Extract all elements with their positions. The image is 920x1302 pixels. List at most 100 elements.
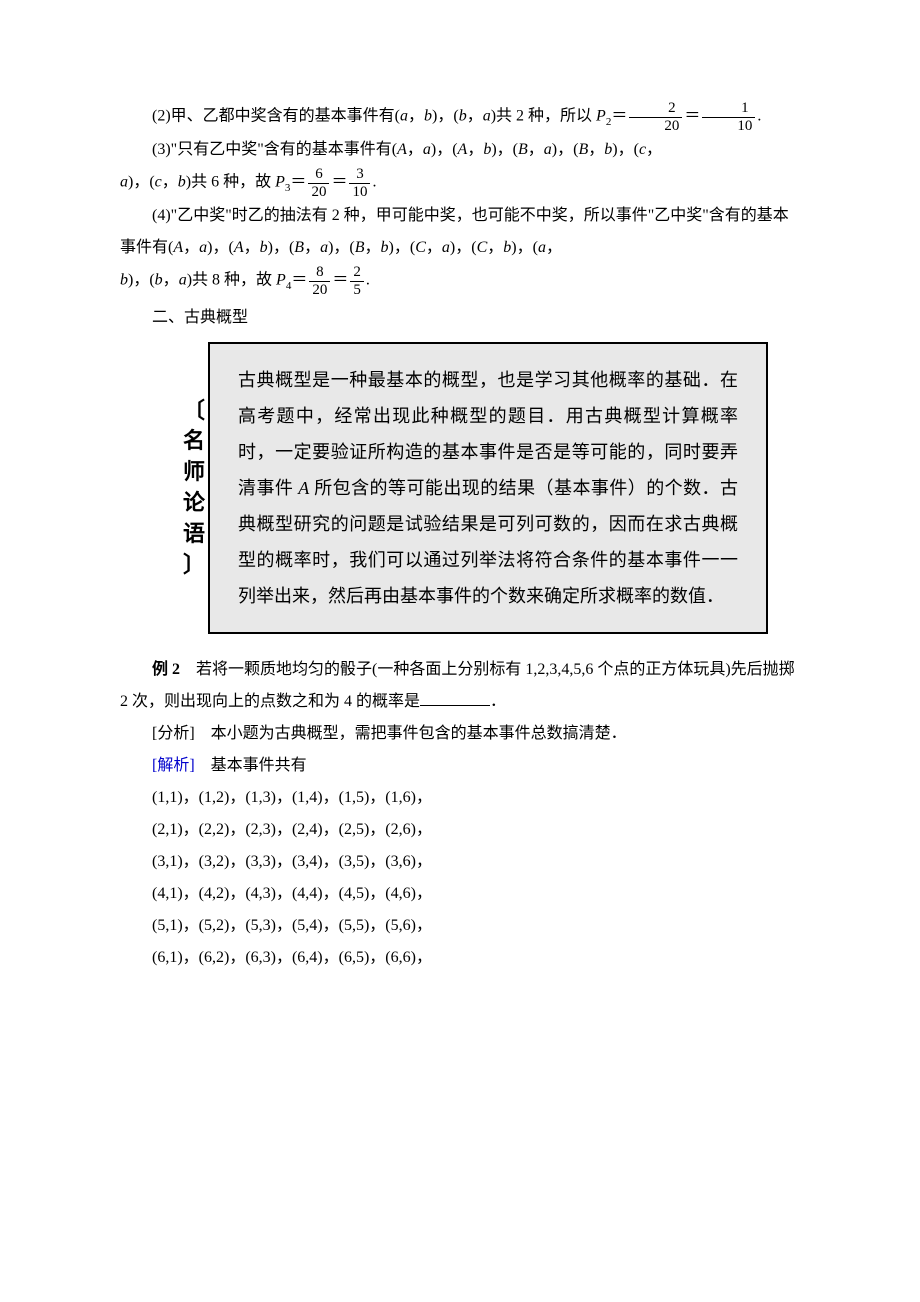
solution-item-3-line1: (3)"只有乙中奖"含有的基本事件有(A，a)，(A，b)，(B，a)，(B，b…	[120, 134, 800, 166]
var-P: P	[596, 108, 606, 125]
text: )，(	[328, 239, 355, 256]
var-C: C	[477, 239, 488, 256]
text: ，	[244, 239, 260, 256]
var-b: b	[260, 239, 268, 256]
label-text: 名师论语	[180, 426, 208, 549]
var-B: B	[355, 239, 365, 256]
text: ，	[163, 272, 179, 289]
var-A: A	[397, 141, 407, 158]
text: )共 6 种，故	[186, 174, 275, 191]
text: ，	[467, 108, 483, 125]
analysis-text: 本小题为古典概型，需把事件包含的基本事件总数搞清楚．	[195, 725, 627, 742]
text: ，	[467, 141, 483, 158]
commentary-box: 古典概型是一种最基本的概型，也是学习其他概率的基础．在高考题中，经常出现此种概型…	[208, 342, 768, 634]
text: )，(	[552, 141, 579, 158]
outcome-row-4: (4,1)，(4,2)，(4,3)，(4,4)，(4,5)，(4,6)，	[120, 878, 800, 910]
solution-item-2: (2)甲、乙都中奖含有的基本事件有(a，b)，(b，a)共 2 种，所以 P2＝…	[120, 100, 800, 134]
text: ＝	[684, 108, 700, 125]
solution-item-4-line1: (4)"乙中奖"时乙的抽法有 2 种，甲可能中奖，也可能不中奖，所以事件"乙中奖…	[120, 200, 800, 264]
var-a: a	[538, 239, 546, 256]
text: ，	[546, 239, 562, 256]
bracket-bottom: 〕	[180, 550, 208, 581]
fill-blank	[420, 690, 490, 706]
text: ，	[304, 239, 320, 256]
text: ，	[162, 174, 178, 191]
outcome-row-5: (5,1)，(5,2)，(5,3)，(5,4)，(5,5)，(5,6)，	[120, 910, 800, 942]
text: ，	[588, 141, 604, 158]
var-b: b	[178, 174, 186, 191]
solution-line: [解析] 基本事件共有	[120, 750, 800, 782]
var-B: B	[294, 239, 304, 256]
analysis-line: [分析] 本小题为古典概型，需把事件包含的基本事件总数搞清楚．	[120, 718, 800, 750]
var-a: a	[442, 239, 450, 256]
var-P: P	[275, 174, 285, 191]
text: (3)"只有乙中奖"含有的基本事件有(	[152, 141, 397, 158]
var-b: b	[424, 108, 432, 125]
fraction-2-5: 25	[350, 264, 364, 298]
var-B: B	[518, 141, 528, 158]
var-C: C	[415, 239, 426, 256]
var-A: A	[298, 478, 309, 498]
text: )，(	[128, 272, 155, 289]
text: ＝	[611, 108, 627, 125]
var-c: c	[155, 174, 162, 191]
var-b: b	[381, 239, 389, 256]
solution-text: 基本事件共有	[195, 757, 307, 774]
text: .	[372, 174, 376, 191]
box-text-b: 所包含的等可能出现的结果（基本事件）的个数．古典概型研究的问题是试验结果是可列可…	[238, 478, 738, 606]
text: ，	[408, 108, 424, 125]
text: )，(	[268, 239, 295, 256]
var-a: a	[320, 239, 328, 256]
var-a: a	[544, 141, 552, 158]
var-P: P	[276, 272, 286, 289]
text: )，(	[207, 239, 234, 256]
example-2: 例 2 若将一颗质地均匀的骰子(一种各面上分别标有 1,2,3,4,5,6 个点…	[120, 654, 800, 718]
text: ，	[528, 141, 544, 158]
var-c: c	[639, 141, 646, 158]
text: (2)甲、乙都中奖含有的基本事件有(	[152, 108, 400, 125]
text: ，	[646, 141, 662, 158]
commentary-label: 〔 名师论语 〕	[180, 396, 208, 581]
outcome-row-3: (3,1)，(3,2)，(3,3)，(3,4)，(3,5)，(3,6)，	[120, 846, 800, 878]
text: .	[757, 108, 761, 125]
text: )，(	[389, 239, 416, 256]
text: ＝	[291, 272, 307, 289]
text: .	[366, 272, 370, 289]
text: )，(	[612, 141, 639, 158]
var-A: A	[234, 239, 244, 256]
text: )，(	[491, 141, 518, 158]
var-a: a	[199, 239, 207, 256]
var-B: B	[578, 141, 588, 158]
text: ＝	[290, 174, 306, 191]
var-a: a	[400, 108, 408, 125]
text: ＝	[332, 272, 348, 289]
fraction-1-10: 110	[702, 100, 755, 134]
var-b: b	[459, 108, 467, 125]
text: )，(	[432, 108, 459, 125]
var-a: a	[179, 272, 187, 289]
fraction-6-20: 620	[308, 166, 329, 200]
analysis-label: [分析]	[152, 725, 195, 742]
text: )，(	[431, 141, 458, 158]
text: ，	[407, 141, 423, 158]
solution-item-3-line2: a)，(c，b)共 6 种，故 P3＝620＝310.	[120, 166, 800, 200]
fraction-2-20: 220	[629, 100, 682, 134]
outcome-row-6: (6,1)，(6,2)，(6,3)，(6,4)，(6,5)，(6,6)，	[120, 942, 800, 974]
var-a: a	[483, 108, 491, 125]
var-a: a	[423, 141, 431, 158]
var-b: b	[155, 272, 163, 289]
example-label: 例 2	[152, 661, 180, 678]
text: )共 8 种，故	[187, 272, 276, 289]
solution-item-4-line2: b)，(b，a)共 8 种，故 P4＝820＝25.	[120, 264, 800, 298]
text: ＝	[331, 174, 347, 191]
var-a: a	[120, 174, 128, 191]
fraction-3-10: 310	[349, 166, 370, 200]
text: )共 2 种，所以	[491, 108, 596, 125]
text: ，	[183, 239, 199, 256]
text: )，(	[450, 239, 477, 256]
var-A: A	[458, 141, 468, 158]
commentary-box-wrapper: 〔 名师论语 〕 古典概型是一种最基本的概型，也是学习其他概率的基础．在高考题中…	[180, 342, 800, 634]
outcome-row-1: (1,1)，(1,2)，(1,3)，(1,4)，(1,5)，(1,6)，	[120, 782, 800, 814]
section-heading: 二、古典概型	[120, 302, 800, 334]
bracket-top: 〔	[180, 396, 208, 427]
